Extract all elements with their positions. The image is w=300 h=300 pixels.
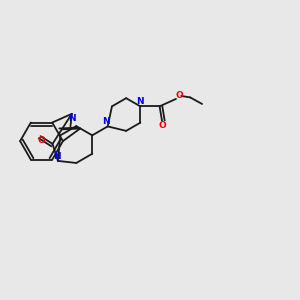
Text: N: N [53,152,61,160]
Text: O: O [175,92,183,100]
Text: O: O [159,121,167,130]
Text: O: O [37,136,45,146]
Text: N: N [102,117,110,126]
Text: N: N [68,113,76,122]
Text: N: N [136,97,144,106]
